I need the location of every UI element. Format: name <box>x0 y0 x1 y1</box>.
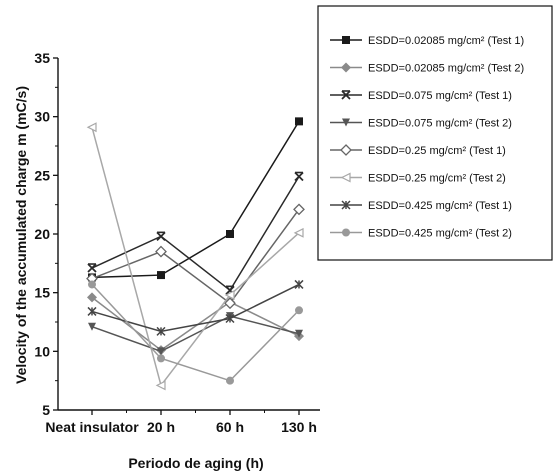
legend-marker <box>340 144 352 156</box>
series-1 <box>88 117 303 282</box>
legend-label: ESDD=0.075 mg/cm² (Test 2) <box>368 118 512 130</box>
legend-marker <box>341 90 351 100</box>
series-3 <box>87 171 304 295</box>
legend-item: ESDD=0.075 mg/cm² (Test 1) <box>330 90 512 102</box>
legend: ESDD=0.02085 mg/cm² (Test 1) ESDD=0.02085… <box>317 5 553 261</box>
legend-label: ESDD=0.425 mg/cm² (Test 2) <box>368 228 512 240</box>
data-point <box>88 322 96 331</box>
data-point <box>88 280 96 289</box>
y-tick-label: 25 <box>34 167 50 183</box>
x-tick-label: Neat insulator <box>45 419 139 435</box>
legend-label: ESDD=0.25 mg/cm² (Test 1) <box>368 145 506 157</box>
data-point <box>225 313 235 324</box>
data-point <box>87 263 97 273</box>
legend-item: ESDD=0.02085 mg/cm² (Test 2) <box>330 62 524 75</box>
plot-area <box>86 117 305 391</box>
legend-marker <box>342 228 350 237</box>
legend-item: ESDD=0.425 mg/cm² (Test 2) <box>330 228 512 240</box>
data-point <box>295 117 303 126</box>
legend-box <box>317 5 553 261</box>
series-8 <box>88 280 303 385</box>
legend-marker <box>342 118 350 127</box>
x-tick-label: 20 h <box>147 419 175 435</box>
series-2 <box>87 292 304 356</box>
legend-item: ESDD=0.425 mg/cm² (Test 1) <box>330 200 512 212</box>
legend-label: ESDD=0.02085 mg/cm² (Test 2) <box>368 63 524 75</box>
legend-marker <box>342 36 350 44</box>
data-point <box>87 306 97 316</box>
data-point <box>295 329 303 338</box>
legend-item: ESDD=0.25 mg/cm² (Test 2) <box>330 173 506 185</box>
legend-item: ESDD=0.075 mg/cm² (Test 2) <box>330 118 512 130</box>
series-line <box>91 120 300 279</box>
y-tick-label: 35 <box>34 50 50 66</box>
y-tick-label: 5 <box>42 402 50 418</box>
y-tick-label: 10 <box>34 343 50 359</box>
legend-item: ESDD=0.02085 mg/cm² (Test 1) <box>330 35 524 47</box>
legend-label: ESDD=0.425 mg/cm² (Test 1) <box>368 200 512 212</box>
data-point <box>294 171 304 182</box>
legend-label: ESDD=0.02085 mg/cm² (Test 1) <box>368 35 524 47</box>
data-point <box>155 380 166 391</box>
axes: 5 10 15 20 25 30 35 Neat insulator 20 h 60 h 130 h <box>34 50 320 435</box>
series-4 <box>88 312 303 356</box>
series-5 <box>86 203 305 310</box>
data-point <box>157 354 165 363</box>
data-point <box>224 297 236 310</box>
x-tick-label: 130 h <box>281 419 317 435</box>
data-point <box>156 231 166 241</box>
legend-item: ESDD=0.25 mg/cm² (Test 1) <box>330 144 506 157</box>
legend-label: ESDD=0.075 mg/cm² (Test 1) <box>368 90 512 102</box>
series-line <box>91 296 300 352</box>
data-point <box>156 326 166 336</box>
x-axis-title: Periodo de aging (h) <box>128 455 263 471</box>
legend-label: ESDD=0.25 mg/cm² (Test 2) <box>368 173 506 185</box>
data-point <box>157 271 165 280</box>
series-line <box>91 315 300 353</box>
y-tick-label: 20 <box>34 226 50 242</box>
data-point <box>293 227 304 238</box>
data-point <box>295 306 303 315</box>
legend-marker <box>340 172 351 183</box>
series-line <box>91 127 300 388</box>
data-point <box>155 245 167 258</box>
data-point <box>293 203 305 216</box>
series-line <box>91 208 300 305</box>
series-line <box>91 283 300 382</box>
series-line <box>91 176 300 292</box>
data-point <box>226 376 234 385</box>
legend-marker <box>341 200 351 210</box>
y-tick-label: 30 <box>34 109 50 125</box>
x-tick-label: 60 h <box>216 419 244 435</box>
data-point <box>224 290 235 300</box>
legend-marker <box>341 62 351 73</box>
data-point <box>86 122 97 133</box>
data-point <box>226 230 234 238</box>
y-tick-label: 15 <box>34 285 50 301</box>
data-point <box>157 347 165 356</box>
y-axis-title: Velocity of the accumulated charge m (mC… <box>13 86 29 384</box>
series-6 <box>86 122 304 391</box>
data-point <box>87 292 97 303</box>
data-point <box>294 279 304 289</box>
series-line <box>91 283 300 333</box>
